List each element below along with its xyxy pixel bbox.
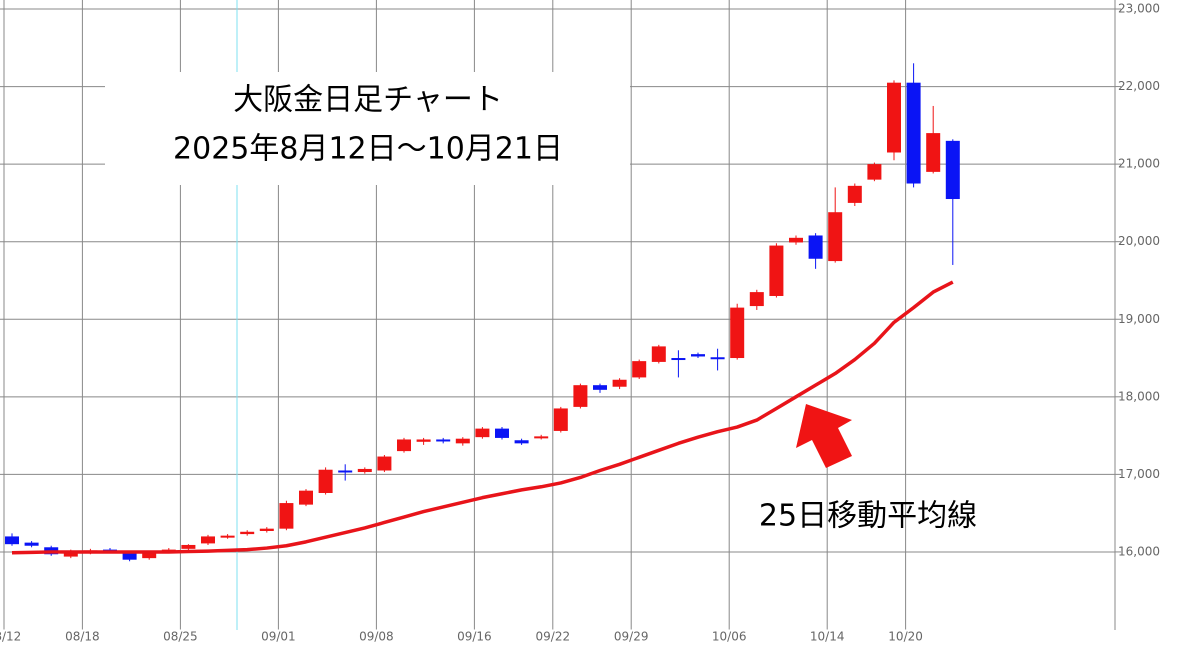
candle-body — [828, 212, 843, 262]
candle-body — [201, 536, 215, 544]
moving-average — [11, 280, 954, 555]
candle-body — [632, 361, 647, 378]
candle-body — [671, 358, 686, 361]
candle-body — [220, 535, 235, 538]
chart-subtitle: 2025年8月12日～10月21日 — [173, 132, 563, 167]
candle-body — [142, 552, 157, 559]
y-tick-label: 21,000 — [1118, 157, 1160, 171]
candle-body — [475, 428, 490, 438]
annotation: 25日移動平均線 — [759, 499, 977, 534]
candle-body — [887, 82, 901, 153]
candle-body — [455, 438, 470, 444]
candle-body — [514, 440, 529, 444]
candle-body — [24, 542, 39, 546]
candle-body — [318, 469, 333, 493]
x-tick-label: 10/14 — [810, 630, 845, 644]
candle-body — [122, 551, 137, 560]
candle-body — [867, 164, 882, 180]
candle-body — [279, 503, 294, 529]
candle-body — [906, 82, 921, 184]
title-box — [105, 72, 630, 185]
marks — [5, 63, 960, 562]
candle-body — [5, 536, 19, 545]
y-tick-label: 18,000 — [1118, 389, 1160, 403]
x-tick-label: 09/16 — [457, 630, 492, 644]
x-tick-label: 08/18 — [65, 630, 100, 644]
x-tick-label: 08/25 — [163, 630, 198, 644]
candle-body — [847, 185, 862, 203]
y-tick-label: 17,000 — [1118, 467, 1160, 481]
candle-body — [593, 385, 607, 390]
candle-body — [534, 436, 549, 439]
candle-body — [259, 528, 274, 531]
candle-body — [63, 551, 78, 557]
candle-body — [397, 439, 411, 452]
candle-body — [377, 456, 392, 471]
candle-body — [710, 357, 725, 360]
candle-body — [436, 439, 451, 442]
candle-body — [495, 428, 509, 438]
candle-body — [181, 544, 196, 549]
arrow — [796, 404, 852, 468]
candle-body — [299, 490, 313, 505]
x-tick-label: 08/12 — [0, 630, 21, 644]
candle-body — [749, 292, 764, 307]
x-tick-label: 09/29 — [614, 630, 649, 644]
x-tick-label: 09/22 — [536, 630, 571, 644]
y-tick-label: 23,000 — [1118, 2, 1160, 16]
candle-body — [789, 237, 803, 243]
candle-body — [730, 307, 745, 359]
candle-body — [416, 439, 431, 442]
candle-body — [573, 385, 588, 407]
candle-body — [808, 235, 823, 259]
x-tick-label: 10/20 — [888, 630, 923, 644]
candle-body — [651, 346, 666, 362]
y-tick-label: 22,000 — [1118, 79, 1160, 93]
candle-body — [926, 133, 941, 172]
candle-body — [691, 354, 705, 357]
candle-body — [357, 468, 372, 473]
x-tick-label: 10/06 — [712, 630, 747, 644]
y-tick-label: 16,000 — [1118, 544, 1160, 558]
chart-title: 大阪金日足チャート — [233, 83, 503, 118]
y-tick-label: 19,000 — [1118, 312, 1160, 326]
candle-body — [240, 531, 255, 535]
x-tick-label: 09/08 — [359, 630, 394, 644]
y-tick-label: 20,000 — [1118, 234, 1160, 248]
candle-body — [338, 470, 353, 473]
candle-body — [945, 140, 960, 200]
candle-body — [553, 408, 568, 431]
candle-body — [612, 379, 627, 387]
x-tick-label: 09/01 — [261, 630, 296, 644]
candle-body — [769, 245, 784, 296]
